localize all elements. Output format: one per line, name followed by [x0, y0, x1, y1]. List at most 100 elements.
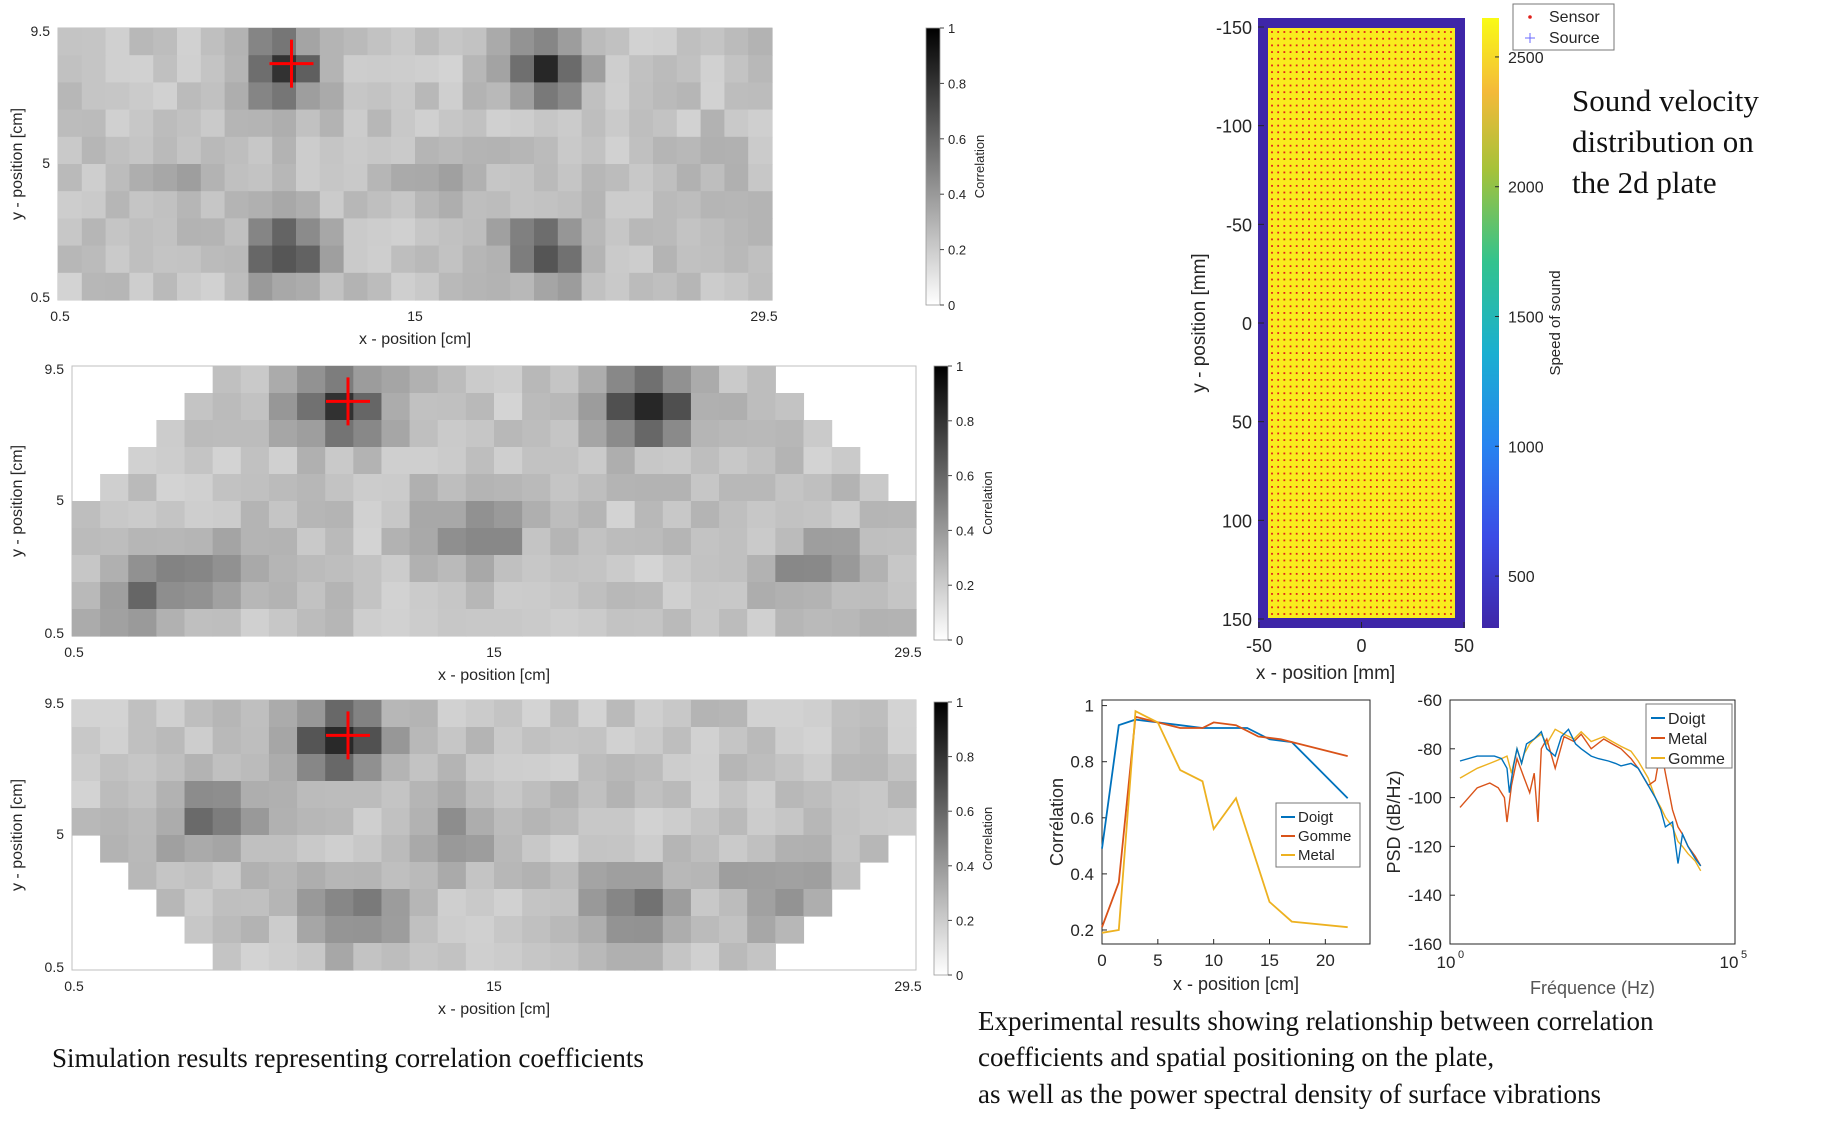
sensor-dot — [1277, 312, 1280, 314]
sensor-dot — [1369, 606, 1372, 609]
sensor-dot — [1332, 405, 1335, 408]
sensor-dot — [1388, 218, 1391, 221]
sensor-dot — [1450, 164, 1452, 167]
sensor-dot — [1443, 492, 1446, 495]
heatmap-cell — [297, 943, 326, 971]
sensor-dot — [1277, 385, 1280, 388]
sensor-dot — [1406, 465, 1409, 468]
sensor-dot — [1326, 211, 1329, 214]
heatmap-cell — [605, 28, 630, 56]
series-line-doigt — [1459, 728, 1702, 867]
heatmap-cell — [268, 366, 298, 394]
sensor-dot — [1363, 452, 1366, 455]
sensor-dot — [1400, 77, 1403, 80]
sensor-dot — [1320, 44, 1323, 47]
sensor-dot — [1406, 332, 1409, 334]
y-axis-label: Corrélation — [1047, 778, 1067, 866]
sensor-dot — [1406, 486, 1409, 488]
sensor-dot — [1283, 566, 1286, 569]
sensor-dot — [1388, 211, 1391, 214]
sensor-dot — [1271, 512, 1273, 515]
sensor-dot — [1283, 472, 1286, 475]
heatmap-cell — [343, 272, 368, 301]
heatmap-cell — [58, 55, 83, 83]
heatmap-cell — [887, 781, 917, 809]
sensor-dot — [1413, 372, 1415, 375]
heatmap-cell — [129, 55, 154, 83]
sensor-dot — [1314, 499, 1317, 502]
sensor-dot — [1443, 57, 1446, 60]
sensor-dot — [1351, 358, 1354, 361]
x-tick-label: 20 — [1316, 951, 1335, 970]
sensor-dot — [1450, 258, 1452, 261]
sensor-dot — [1277, 57, 1280, 60]
sensor-dot — [1289, 251, 1292, 254]
sensor-dot — [1277, 305, 1280, 308]
sensor-dot — [1406, 71, 1409, 74]
sensor-dot — [1283, 586, 1286, 589]
sensor-dot — [1394, 459, 1397, 462]
heatmap-cell — [803, 754, 833, 782]
heatmap-cell — [381, 943, 411, 971]
heatmap-cell — [606, 862, 636, 890]
sensor-dot — [1357, 472, 1360, 475]
sensor-dot — [1400, 338, 1403, 341]
heatmap-cell — [156, 609, 186, 637]
sensor-dot — [1437, 84, 1440, 87]
sensor-dot — [1308, 532, 1310, 535]
sensor-dot — [1425, 465, 1428, 468]
sensor-dot — [1308, 499, 1310, 502]
sensor-dot — [1419, 57, 1422, 60]
heatmap-cell — [297, 835, 326, 863]
heatmap-cell — [409, 393, 439, 421]
sensor-dot — [1394, 64, 1397, 67]
sensor-dot — [1363, 118, 1366, 120]
heatmap-cell — [775, 582, 805, 610]
sensor-dot — [1345, 51, 1347, 53]
sensor-dot — [1443, 599, 1446, 602]
heatmap-cell — [522, 700, 551, 728]
sensor-dot — [1308, 118, 1310, 120]
heatmap-cell — [748, 245, 773, 274]
heatmap-cell — [319, 245, 345, 274]
heatmap-cell — [887, 727, 917, 755]
sensor-dot — [1369, 251, 1372, 254]
sensor-dot — [1332, 566, 1335, 569]
sensor-dot — [1357, 318, 1360, 321]
sensor-dot — [1301, 205, 1304, 207]
sensor-dot — [1425, 57, 1428, 60]
sensor-dot — [1450, 111, 1452, 114]
heatmap-cell — [662, 862, 692, 890]
sensor-dot — [1351, 231, 1354, 234]
heatmap-cell — [224, 164, 249, 192]
heatmap-cell — [81, 28, 107, 56]
sensor-dot — [1339, 472, 1341, 475]
sensor-dot — [1419, 124, 1422, 127]
heatmap-cell — [381, 474, 411, 502]
sensor-dot — [1301, 98, 1304, 100]
heatmap-cell — [184, 447, 214, 475]
x-axis-label: x - position [mm] — [1256, 663, 1395, 684]
sensor-dot — [1357, 586, 1360, 589]
heatmap-cell — [859, 555, 889, 583]
heatmap-cell — [465, 781, 495, 809]
sensor-dot — [1437, 251, 1440, 254]
sensor-dot — [1289, 526, 1292, 528]
sensor-dot — [1369, 479, 1372, 482]
sensor-dot — [1351, 285, 1354, 288]
sensor-dot — [1369, 205, 1372, 207]
sensor-dot — [1382, 37, 1384, 40]
heatmap-cell — [465, 943, 495, 971]
heatmap-cell — [297, 781, 326, 809]
heatmap-cell — [605, 272, 630, 301]
heatmap-cell — [634, 447, 664, 475]
sensor-dot — [1351, 292, 1354, 294]
heatmap-cell — [437, 727, 467, 755]
sensor-dot — [1271, 178, 1273, 181]
heatmap-cell — [690, 501, 720, 529]
sensor-dot — [1357, 171, 1360, 174]
heatmap-cell — [415, 55, 440, 83]
series-line-metal — [1101, 709, 1348, 934]
heatmap-cell — [81, 136, 107, 165]
heatmap-cell — [248, 272, 273, 301]
